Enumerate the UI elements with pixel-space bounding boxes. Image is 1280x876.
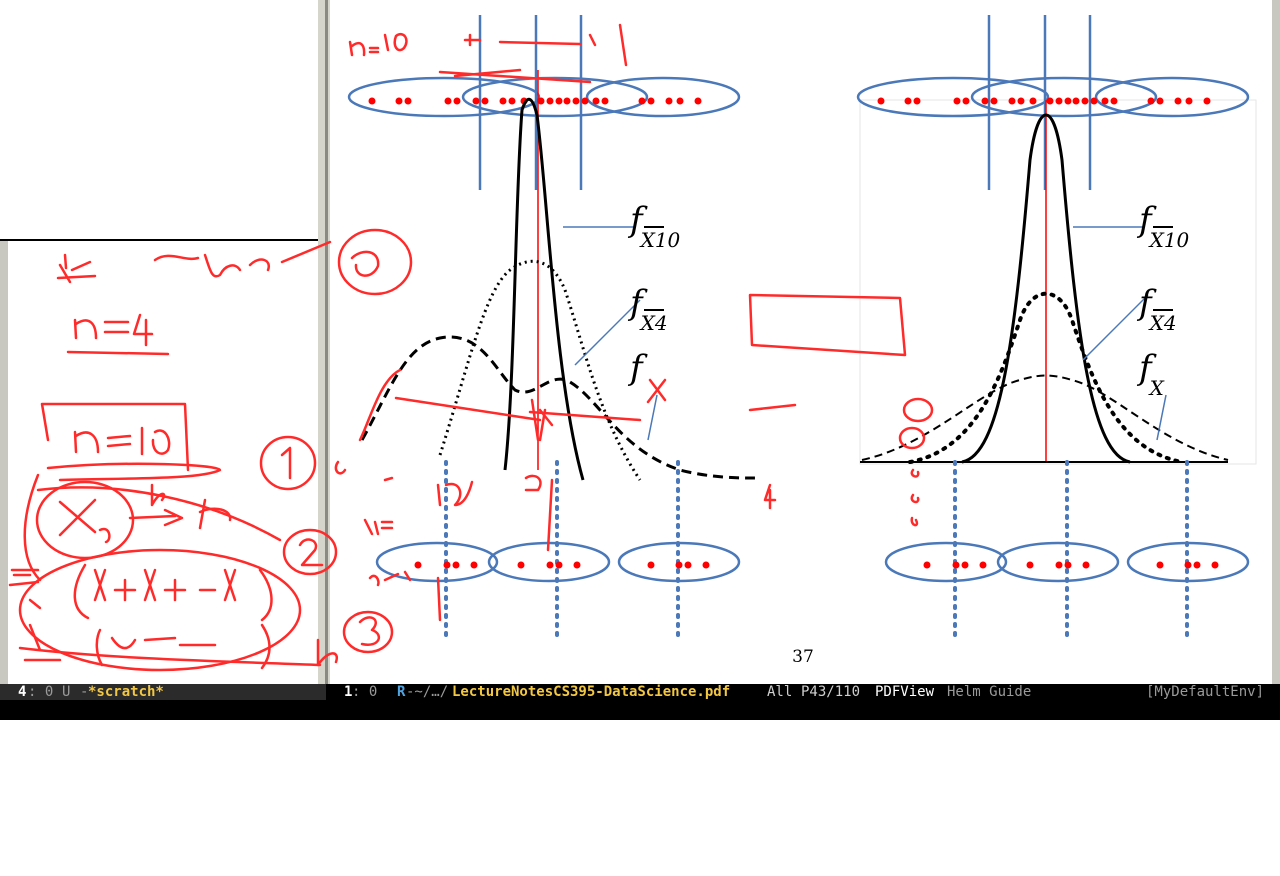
directory: -~/…/ — [406, 684, 449, 700]
position-indicator: All — [767, 684, 793, 700]
handwritten-annotations — [8, 23, 934, 672]
label-f-x10-left: fX10 — [630, 200, 681, 252]
mode-line-pdf[interactable]: 1 : 0 R -~/…/ LectureNotesCS395-DataScie… — [330, 684, 1280, 700]
page-number: 37 — [792, 647, 814, 667]
left-fringe — [0, 240, 8, 684]
dash: - — [80, 684, 89, 700]
mode-line-scratch[interactable]: 4 : 0 U - *scratch* — [0, 684, 326, 700]
minor-modes[interactable]: Helm Guide — [947, 684, 1032, 700]
buffer-name[interactable]: LectureNotesCS395-DataScience.pdf — [452, 684, 731, 700]
page-indicator: P43/110 — [801, 684, 861, 700]
label-f-x10-right: fX10 — [1139, 200, 1190, 252]
window-number: 4 — [18, 684, 27, 700]
right-fringe — [1272, 0, 1280, 684]
major-mode[interactable]: PDFView — [875, 684, 935, 700]
window-divider-line — [325, 0, 328, 684]
line-indicator: : 0 — [28, 684, 54, 700]
label-f-x4-right: fX4 — [1139, 283, 1177, 335]
label-f-x4-left: fX4 — [630, 283, 668, 335]
window-number: 1 — [344, 684, 353, 700]
right-diagram — [856, 15, 1257, 644]
buffer-name[interactable]: *scratch* — [88, 684, 164, 700]
environment-indicator: [MyDefaultEnv] — [1146, 684, 1265, 700]
minibuffer[interactable] — [0, 700, 1280, 720]
left-diagram — [347, 15, 756, 644]
lecture-slide-figure — [8, 15, 1257, 672]
label-f-x-right: fX — [1139, 348, 1164, 400]
buffer-state: U — [62, 684, 71, 700]
mode-line: 4 : 0 U - *scratch* 1 : 0 R -~/…/ Lectur… — [0, 684, 1280, 700]
scratch-text-area[interactable] — [0, 0, 323, 241]
line-indicator: : 0 — [352, 684, 378, 700]
label-f-x-left: f — [630, 348, 643, 388]
remote-indicator: R — [397, 684, 406, 700]
